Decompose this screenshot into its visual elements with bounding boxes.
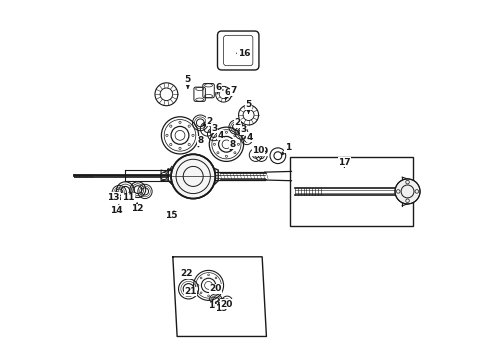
- Text: 5: 5: [185, 76, 191, 88]
- Text: 6: 6: [216, 83, 222, 93]
- Text: 1: 1: [281, 143, 291, 155]
- Text: 9: 9: [261, 147, 268, 156]
- Text: 6: 6: [225, 88, 231, 100]
- Text: 4: 4: [246, 132, 253, 142]
- Circle shape: [171, 154, 215, 199]
- Text: 8: 8: [229, 140, 236, 150]
- Text: 3: 3: [240, 126, 246, 135]
- Text: 2: 2: [203, 117, 212, 126]
- Text: 8: 8: [197, 136, 203, 147]
- Text: 2: 2: [234, 118, 241, 127]
- Text: 12: 12: [131, 203, 144, 213]
- Text: 5: 5: [245, 100, 252, 113]
- Text: 18: 18: [208, 301, 221, 310]
- Text: 22: 22: [180, 269, 192, 278]
- Text: 16: 16: [237, 49, 250, 58]
- Text: 10: 10: [252, 146, 265, 156]
- Text: 14: 14: [110, 205, 122, 215]
- Text: 13: 13: [107, 192, 119, 202]
- Circle shape: [395, 179, 420, 204]
- Text: 4: 4: [217, 131, 224, 140]
- Text: 17: 17: [338, 158, 351, 167]
- Text: 3: 3: [210, 124, 218, 133]
- Bar: [290, 157, 413, 226]
- Text: 20: 20: [210, 284, 222, 293]
- Text: 7: 7: [230, 86, 237, 97]
- Text: 15: 15: [166, 211, 178, 220]
- Text: 19: 19: [216, 303, 228, 313]
- Text: 21: 21: [184, 287, 197, 296]
- Text: 20: 20: [220, 299, 233, 309]
- Text: 11: 11: [122, 193, 134, 202]
